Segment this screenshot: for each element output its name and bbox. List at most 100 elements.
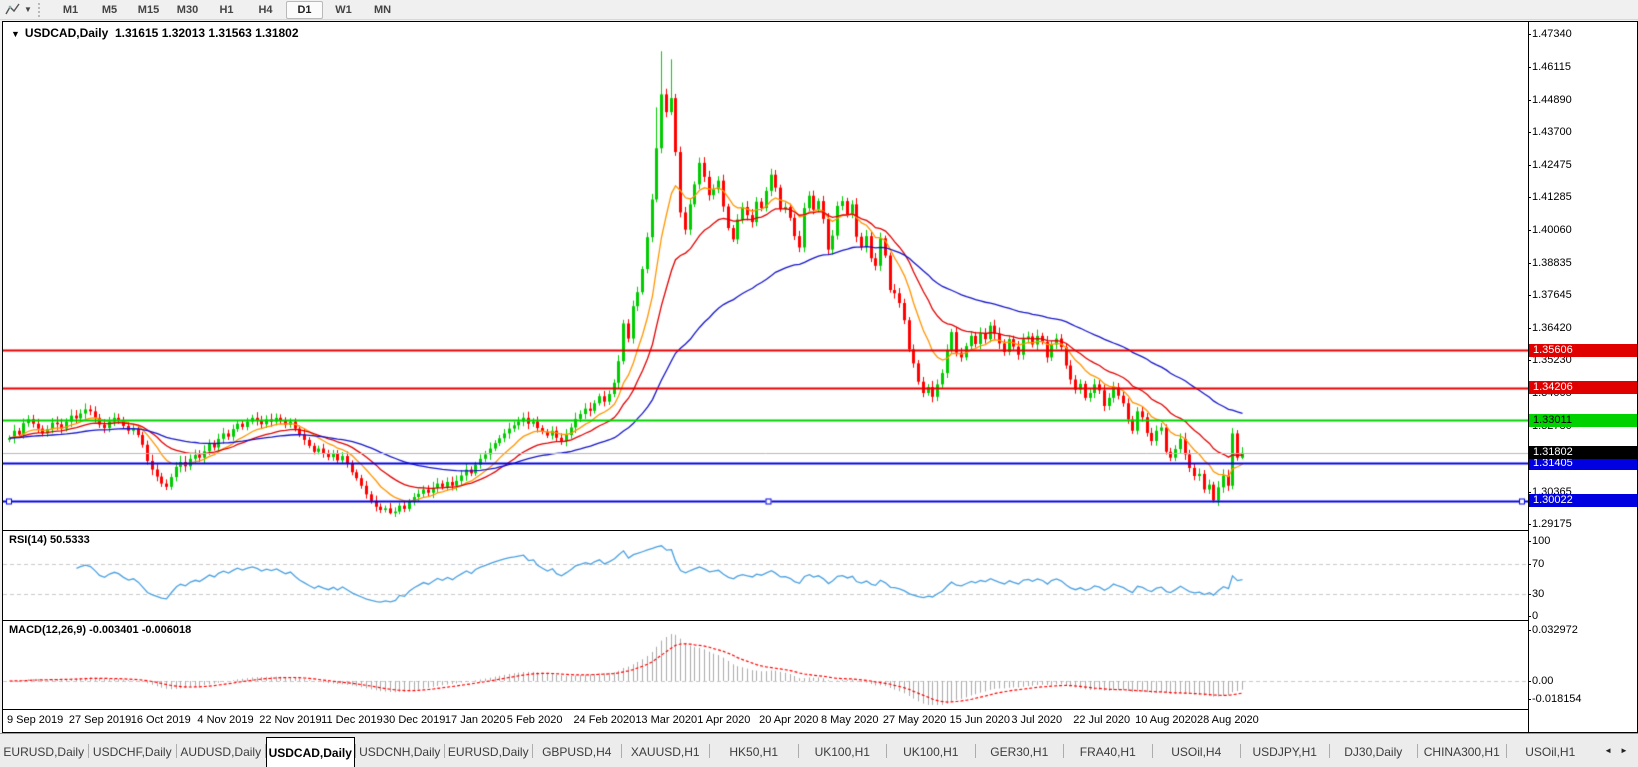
toolbar-grip[interactable] (38, 2, 45, 17)
tab-uk100-h1[interactable]: UK100,H1 (814, 745, 870, 759)
tab-usdchf-daily[interactable]: USDCHF,Daily (92, 745, 172, 759)
date-label: 13 Mar 2020 (635, 714, 698, 726)
price-tick-label: 1.41285 (1528, 191, 1572, 204)
tab-gbpusd-h4[interactable]: GBPUSD,H4 (542, 745, 612, 759)
rsi-tick-label: 30 (1527, 587, 1545, 600)
price-tick-label: 1.46115 (1528, 61, 1571, 74)
date-label: 11 Dec 2019 (321, 714, 383, 726)
date-label: 17 Jan 2020 (444, 714, 506, 726)
price-tick-label: 1.40060 (1528, 224, 1572, 237)
tab-separator (264, 743, 266, 758)
hline-price-label: 1.35606 (1529, 343, 1637, 357)
tab-separator (620, 743, 622, 758)
tab-usdcnh-daily[interactable]: USDCNH,Daily (359, 745, 441, 759)
tab-china300-h1[interactable]: CHINA300,H1 (1423, 745, 1500, 759)
macd-label: MACD(12,26,9) -0.003401 -0.006018 (9, 624, 192, 636)
symbol-tab-bar: EURUSD,Daily USDCHF,Daily AUDUSD,Daily USDC… (0, 733, 1638, 767)
price-tick-label: 1.47340 (1528, 28, 1572, 40)
date-label: 24 Feb 2020 (573, 714, 636, 726)
date-label: 8 May 2020 (820, 714, 879, 726)
hline-price-label: 1.34206 (1529, 381, 1637, 395)
macd-tick-label: -0.018154 (1528, 693, 1582, 705)
top-toolbar: ▼ M1 M5 M15 M30 H1 H4 D1 W1 MN (0, 0, 1638, 20)
tab-separator (87, 743, 89, 758)
hline-price-label: 1.31405 (1529, 456, 1637, 470)
timeframe-button-h4[interactable]: H4 (258, 3, 273, 16)
tab-usoil-h4[interactable]: USOil,H4 (1171, 745, 1222, 759)
timeframe-button-mn[interactable]: MN (373, 3, 392, 16)
rsi-tick-label: 0 (1527, 610, 1539, 622)
date-label: 30 Dec 2019 (383, 714, 446, 726)
tab-usdcad-daily[interactable]: USDCAD,Daily (265, 737, 355, 767)
date-label: 27 May 2020 (882, 714, 947, 726)
price-tick-label: 1.37645 (1528, 289, 1572, 302)
tab-audusd-daily[interactable]: AUDUSD,Daily (180, 745, 262, 759)
date-label: 28 Aug 2020 (1197, 714, 1259, 726)
line-studies-dropdown-icon[interactable]: ▼ (24, 5, 32, 14)
tab-dj30-daily[interactable]: DJ30,Daily (1344, 745, 1403, 759)
date-label: 1 Apr 2020 (697, 714, 751, 726)
tab-separator (532, 743, 533, 758)
date-label: 9 Sep 2019 (7, 714, 64, 726)
macd-canvas[interactable] (3, 621, 1528, 709)
symbol-dropdown-icon[interactable]: ▼ (11, 29, 20, 39)
hline-price-label: 1.30022 (1529, 494, 1637, 508)
rsi-canvas[interactable] (3, 531, 1528, 620)
tab-separator (1417, 743, 1418, 758)
tab-separator (176, 743, 177, 758)
date-label: 27 Sep 2019 (68, 714, 132, 726)
tab-fra40-h1[interactable]: FRA40,H1 (1079, 745, 1136, 759)
macd-panel[interactable]: MACD(12,26,9) -0.003401 -0.006018 (3, 621, 1528, 710)
date-label: 3 Jul 2020 (1011, 714, 1063, 726)
tab-separator (974, 743, 976, 758)
tab-usdjpy-h1[interactable]: USDJPY,H1 (1252, 745, 1317, 759)
tab-separator (1328, 743, 1330, 758)
timeframe-button-h1[interactable]: H1 (219, 3, 234, 16)
price-axis[interactable]: 1.47340 1.46115 1.44890 1.43700 1.42475 1.412… (1527, 22, 1637, 732)
price-tick-label: 1.42475 (1528, 159, 1572, 172)
rsi-tick-label: 100 (1527, 535, 1551, 547)
tab-uk100-h1[interactable]: UK100,H1 (903, 745, 959, 759)
date-label: 4 Nov 2019 (197, 714, 254, 726)
quote-low: 1.31563 (208, 26, 252, 40)
tab-separator (1063, 743, 1064, 758)
rsi-label: RSI(14) 50.5333 (9, 534, 90, 546)
timeframe-button-m30[interactable]: M30 (176, 3, 199, 16)
tab-xauusd-h1[interactable]: XAUUSD,H1 (630, 745, 700, 759)
timeframe-button-w1[interactable]: W1 (335, 3, 352, 16)
price-tick-label: 1.44890 (1528, 94, 1572, 107)
price-tick-label: 1.35230 (1528, 354, 1572, 367)
tab-eurusd-daily[interactable]: EURUSD,Daily (3, 745, 85, 759)
macd-tick-label: 0.032972 (1528, 623, 1578, 636)
timeframe-button-m5[interactable]: M5 (101, 3, 118, 16)
date-label: 5 Feb 2020 (506, 714, 563, 726)
tab-hk50-h1[interactable]: HK50,H1 (729, 745, 779, 759)
tab-usoil-h1[interactable]: USOil,H1 (1525, 745, 1576, 759)
price-tick-label: 1.29175 (1528, 517, 1572, 530)
price-tick-label: 1.38835 (1528, 257, 1572, 270)
price-chart-canvas[interactable] (3, 22, 1528, 530)
tab-separator (1505, 743, 1507, 758)
tab-eurusd-daily[interactable]: EURUSD,Daily (447, 745, 529, 759)
tab-scroll-left-icon[interactable]: ◄ (1604, 746, 1612, 755)
timeframe-button-m1[interactable]: M1 (62, 3, 79, 16)
price-panel[interactable]: ▼ USDCAD,Daily 1.31615 1.32013 1.31563 1.… (3, 22, 1528, 531)
date-label: 16 Oct 2019 (130, 714, 191, 726)
timeframe-button-m15[interactable]: M15 (137, 3, 160, 16)
tab-separator (886, 743, 887, 758)
chart-window: ▼ USDCAD,Daily 1.31615 1.32013 1.31563 1.… (2, 21, 1638, 733)
tab-scroll-right-icon[interactable]: ► (1620, 746, 1628, 755)
tab-separator (443, 743, 445, 758)
price-tick-label: 1.43700 (1528, 126, 1572, 139)
date-label: 22 Nov 2019 (259, 714, 322, 726)
tab-ger30-h1[interactable]: GER30,H1 (990, 745, 1049, 759)
chart-title: ▼ USDCAD,Daily 1.31615 1.32013 1.31563 1.… (11, 26, 299, 40)
tab-scroll-buttons: ◄ ► (1594, 734, 1638, 767)
symbol-label: USDCAD,Daily (24, 26, 109, 40)
time-axis[interactable]: 9 Sep 2019 27 Sep 2019 16 Oct 2019 4 Nov 20… (3, 710, 1528, 732)
tab-separator (355, 743, 356, 758)
line-studies-icon[interactable] (2, 2, 22, 17)
date-label: 22 Jul 2020 (1073, 714, 1131, 726)
rsi-panel[interactable]: RSI(14) 50.5333 (3, 531, 1528, 621)
timeframe-button-d1[interactable]: D1 (286, 0, 323, 19)
